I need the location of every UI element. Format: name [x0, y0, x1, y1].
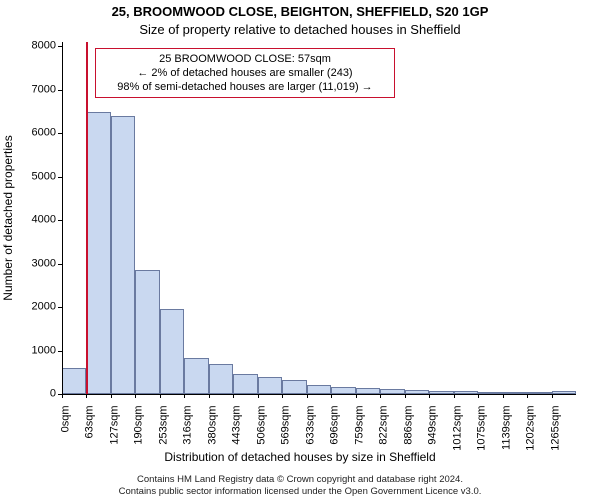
- y-tick-label: 8000: [0, 41, 56, 52]
- x-tick-label: 569sqm: [281, 406, 292, 445]
- x-tick-label: 696sqm: [330, 406, 341, 445]
- y-tick-mark: [58, 264, 62, 265]
- x-tick-label: 1012sqm: [452, 406, 463, 451]
- x-tick-label: 949sqm: [428, 406, 439, 445]
- y-tick-label: 0: [0, 389, 56, 400]
- histogram-bar: [62, 368, 86, 394]
- x-tick-label: 380sqm: [207, 406, 218, 445]
- x-tick-mark: [160, 394, 161, 398]
- x-tick-label: 633sqm: [305, 406, 316, 445]
- y-tick-label: 2000: [0, 302, 56, 313]
- x-tick-label: 886sqm: [403, 406, 414, 445]
- footer-line2: Contains public sector information licen…: [0, 486, 600, 498]
- x-tick-mark: [209, 394, 210, 398]
- y-tick-label: 7000: [0, 84, 56, 95]
- x-tick-label: 0sqm: [61, 406, 72, 433]
- x-tick-label: 190sqm: [134, 406, 145, 445]
- x-tick-mark: [184, 394, 185, 398]
- x-tick-label: 443sqm: [232, 406, 243, 445]
- x-tick-label: 127sqm: [109, 406, 120, 445]
- y-tick-mark: [58, 220, 62, 221]
- annotation-line1: 25 BROOMWOOD CLOSE: 57sqm: [102, 52, 388, 66]
- y-tick-label: 6000: [0, 128, 56, 139]
- histogram-bar: [258, 377, 282, 394]
- y-tick-mark: [58, 307, 62, 308]
- histogram-bar: [209, 364, 233, 394]
- x-tick-mark: [86, 394, 87, 398]
- x-tick-mark: [527, 394, 528, 398]
- property-marker-line: [86, 42, 88, 394]
- x-tick-label: 1202sqm: [526, 406, 537, 451]
- histogram-bar: [160, 309, 184, 394]
- y-tick-mark: [58, 133, 62, 134]
- y-tick-mark: [58, 351, 62, 352]
- x-tick-mark: [111, 394, 112, 398]
- y-tick-label: 3000: [0, 258, 56, 269]
- annotation-line3: 98% of semi-detached houses are larger (…: [102, 80, 388, 94]
- histogram-bar: [331, 387, 355, 394]
- x-tick-mark: [331, 394, 332, 398]
- x-tick-mark: [454, 394, 455, 398]
- x-axis-label: Distribution of detached houses by size …: [0, 450, 600, 464]
- annotation-box: 25 BROOMWOOD CLOSE: 57sqm ← 2% of detach…: [95, 48, 395, 98]
- histogram-bar: [135, 270, 159, 394]
- histogram-bar: [282, 380, 306, 394]
- x-tick-label: 1265sqm: [550, 406, 561, 451]
- x-tick-mark: [405, 394, 406, 398]
- x-tick-mark: [233, 394, 234, 398]
- histogram-bar: [184, 358, 208, 395]
- x-tick-label: 1075sqm: [477, 406, 488, 451]
- histogram-bar: [307, 385, 331, 394]
- x-tick-mark: [282, 394, 283, 398]
- x-tick-mark: [62, 394, 63, 398]
- x-tick-label: 1139sqm: [501, 406, 512, 450]
- chart-frame: 25, BROOMWOOD CLOSE, BEIGHTON, SHEFFIELD…: [0, 0, 600, 500]
- y-tick-label: 1000: [0, 345, 56, 356]
- y-tick-mark: [58, 90, 62, 91]
- x-tick-mark: [258, 394, 259, 398]
- x-tick-mark: [356, 394, 357, 398]
- histogram-bar: [111, 116, 135, 394]
- x-tick-mark: [135, 394, 136, 398]
- footer-attribution: Contains HM Land Registry data © Crown c…: [0, 474, 600, 498]
- x-tick-label: 253sqm: [158, 406, 169, 445]
- x-tick-label: 759sqm: [354, 406, 365, 445]
- x-tick-label: 822sqm: [379, 406, 390, 445]
- x-tick-mark: [307, 394, 308, 398]
- y-tick-label: 4000: [0, 215, 56, 226]
- x-tick-label: 63sqm: [85, 406, 96, 439]
- x-tick-mark: [503, 394, 504, 398]
- y-tick-mark: [58, 46, 62, 47]
- y-axis-line: [62, 42, 63, 394]
- x-tick-mark: [478, 394, 479, 398]
- annotation-line2: ← 2% of detached houses are smaller (243…: [102, 66, 388, 80]
- x-axis-line: [62, 394, 576, 395]
- chart-title-address: 25, BROOMWOOD CLOSE, BEIGHTON, SHEFFIELD…: [0, 4, 600, 19]
- x-tick-label: 506sqm: [256, 406, 267, 445]
- y-tick-mark: [58, 177, 62, 178]
- chart-title-subtitle: Size of property relative to detached ho…: [0, 22, 600, 37]
- y-tick-label: 5000: [0, 171, 56, 182]
- x-tick-mark: [380, 394, 381, 398]
- footer-line1: Contains HM Land Registry data © Crown c…: [0, 474, 600, 486]
- x-tick-mark: [429, 394, 430, 398]
- histogram-bar: [233, 374, 257, 394]
- x-tick-label: 316sqm: [183, 406, 194, 445]
- histogram-bar: [86, 112, 110, 394]
- x-tick-mark: [552, 394, 553, 398]
